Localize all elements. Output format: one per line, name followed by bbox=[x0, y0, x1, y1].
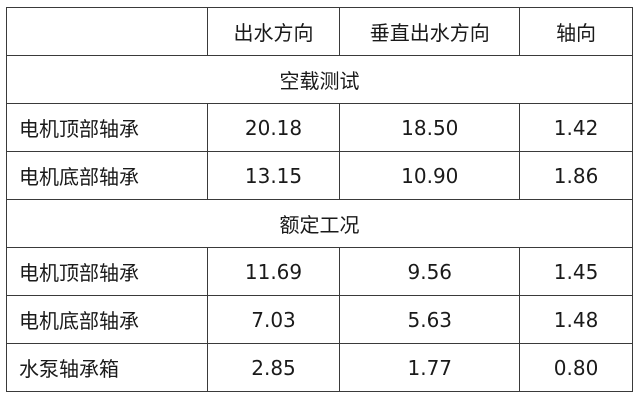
section-row: 额定工况 bbox=[6, 199, 633, 248]
header-cell: 出水方向 bbox=[206, 7, 341, 56]
cell: 5.63 bbox=[339, 295, 521, 344]
table-row: 电机底部轴承 7.03 5.63 1.48 bbox=[6, 295, 633, 344]
cell: 9.56 bbox=[339, 247, 521, 296]
cell: 1.48 bbox=[519, 295, 633, 344]
cell: 1.42 bbox=[519, 103, 633, 152]
cell: 13.15 bbox=[206, 151, 341, 200]
table-row: 电机底部轴承 13.15 10.90 1.86 bbox=[6, 151, 633, 200]
cell: 1.86 bbox=[519, 151, 633, 200]
cell: 0.80 bbox=[519, 343, 633, 392]
cell: 1.45 bbox=[519, 247, 633, 296]
row-label: 电机顶部轴承 bbox=[6, 247, 208, 296]
cell: 2.85 bbox=[206, 343, 341, 392]
section-row: 空载测试 bbox=[6, 55, 633, 104]
vibration-table: 出水方向 垂直出水方向 轴向 空载测试 电机顶部轴承 20.18 18.50 1… bbox=[6, 7, 633, 392]
cell: 20.18 bbox=[206, 103, 341, 152]
table-row: 电机顶部轴承 11.69 9.56 1.45 bbox=[6, 247, 633, 296]
table-row: 电机顶部轴承 20.18 18.50 1.42 bbox=[6, 103, 633, 152]
header-row: 出水方向 垂直出水方向 轴向 bbox=[6, 7, 633, 56]
table-row: 水泵轴承箱 2.85 1.77 0.80 bbox=[6, 343, 633, 392]
cell: 1.77 bbox=[339, 343, 521, 392]
row-label: 电机底部轴承 bbox=[6, 295, 208, 344]
cell: 11.69 bbox=[206, 247, 341, 296]
cell: 7.03 bbox=[206, 295, 341, 344]
row-label: 电机底部轴承 bbox=[6, 151, 208, 200]
cell: 10.90 bbox=[339, 151, 521, 200]
row-label: 水泵轴承箱 bbox=[6, 343, 208, 392]
header-cell-empty bbox=[6, 7, 208, 56]
section-title: 额定工况 bbox=[6, 199, 633, 248]
header-cell: 轴向 bbox=[519, 7, 633, 56]
cell: 18.50 bbox=[339, 103, 521, 152]
header-cell: 垂直出水方向 bbox=[339, 7, 521, 56]
section-title: 空载测试 bbox=[6, 55, 633, 104]
row-label: 电机顶部轴承 bbox=[6, 103, 208, 152]
